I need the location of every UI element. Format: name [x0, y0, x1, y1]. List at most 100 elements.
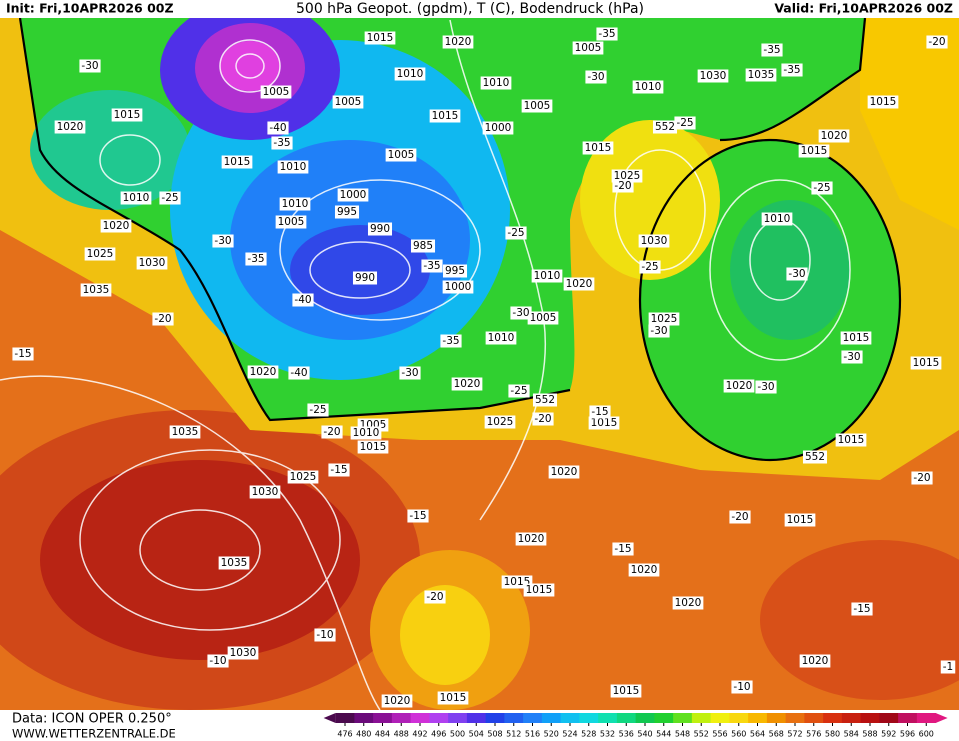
- colorbar-tick-label: 496: [431, 730, 446, 739]
- isobar-label-box: [437, 691, 469, 705]
- isobar-label-box: [249, 485, 281, 499]
- isobar-label: 1015: [787, 514, 814, 526]
- temperature-label-box: [786, 267, 808, 281]
- isobar-label-box: [350, 426, 382, 440]
- map-field: [0, 18, 959, 710]
- colorbar-tick-label: 572: [787, 730, 802, 739]
- colorbar-segment: [916, 713, 937, 723]
- isobar-label: 1010: [397, 68, 424, 80]
- temperature-label-box: [755, 380, 777, 394]
- temperature-label-box: [267, 121, 289, 135]
- colorbar-tick-label: 488: [394, 730, 409, 739]
- temperature-label: -25: [507, 227, 524, 239]
- colorbar-segment: [654, 713, 674, 723]
- temperature-label-box: [212, 234, 234, 248]
- isobar-label: 1015: [224, 156, 251, 168]
- colorbar-tick-label: 504: [469, 730, 484, 739]
- isobar-label-box: [367, 222, 393, 236]
- isobar-label-box: [279, 197, 311, 211]
- isobar-label: 1020: [250, 366, 277, 378]
- isobar-label-box: [867, 95, 899, 109]
- colorbar-arrow-left: [323, 713, 336, 723]
- colorbar-tick-label: 524: [562, 730, 577, 739]
- isobar-label: 1020: [445, 36, 472, 48]
- temperature-label: -20: [928, 36, 945, 48]
- colorbar-segment: [504, 713, 524, 723]
- temperature-label: -15: [409, 510, 426, 522]
- isobar-label: 1015: [440, 692, 467, 704]
- isobar-label: 1030: [139, 257, 166, 269]
- colorbar-segment: [448, 713, 468, 723]
- isobar-label-box: [761, 212, 793, 226]
- isobar-label: 1015: [432, 110, 459, 122]
- isobar-label-box: [260, 85, 292, 99]
- isobar-label-box: [798, 144, 830, 158]
- isobar-label-box: [394, 67, 426, 81]
- isobar-label-box: [648, 312, 680, 326]
- isobar-label: 1020: [821, 130, 848, 142]
- isobar-label: 1010: [282, 198, 309, 210]
- isobar-label-box: [277, 160, 309, 174]
- temperature-label-box: [612, 542, 634, 556]
- colorbar-segment: [579, 713, 599, 723]
- temperature-label-box: [307, 403, 329, 417]
- isobar-label-box: [818, 129, 850, 143]
- isohypse-label: 552: [655, 121, 675, 133]
- colorbar-tick-label: 596: [900, 730, 915, 739]
- colorbar-tick-label: 536: [619, 730, 634, 739]
- colorbar-tick-label: 588: [862, 730, 877, 739]
- temperature-label-box: [911, 471, 933, 485]
- temperature-label-box: [245, 252, 267, 266]
- isobar-label: 1015: [843, 332, 870, 344]
- temperature-label-box: [314, 628, 336, 642]
- isobar-label-box: [723, 379, 755, 393]
- isobar-label-box: [531, 269, 563, 283]
- colorbar-segment: [429, 713, 449, 723]
- temperature-label: -20: [154, 313, 171, 325]
- temperature-label-box: [761, 43, 783, 57]
- isobar-label-box: [784, 513, 816, 527]
- isobar-label: 1015: [360, 441, 387, 453]
- isobar-label-box: [221, 155, 253, 169]
- temperature-label-box: [781, 63, 803, 77]
- isobar-label-box: [247, 365, 279, 379]
- isobar-label-box: [218, 556, 250, 570]
- isobar-label-box: [275, 215, 307, 229]
- isobar-label: 985: [413, 240, 433, 252]
- temperature-label-box: [589, 405, 611, 419]
- temperature-label: -20: [614, 180, 631, 192]
- colorbar-segment: [485, 713, 505, 723]
- colorbar-segment: [710, 713, 730, 723]
- isobar-label: 1020: [384, 695, 411, 707]
- isobar-label-box: [485, 331, 517, 345]
- isobar-label: 1005: [530, 312, 557, 324]
- field-yellow-ne: [860, 18, 959, 230]
- temperature-label-box: [440, 334, 462, 348]
- temperature-label: -15: [330, 464, 347, 476]
- map-title: 500 hPa Geopot. (gpdm), T (C), Bodendruc…: [296, 1, 644, 17]
- temperature-label: -15: [591, 406, 608, 418]
- isobar-label: 1010: [483, 77, 510, 89]
- temperature-label: -35: [442, 335, 459, 347]
- isobar-label: 1020: [631, 564, 658, 576]
- isobar-label-box: [799, 654, 831, 668]
- isobar-label: 1025: [614, 170, 641, 182]
- temperature-label: -25: [641, 261, 658, 273]
- isobar-label: 1010: [123, 192, 150, 204]
- temperature-label-box: [596, 27, 618, 41]
- temperature-label-box: [940, 660, 956, 674]
- isobar-label: 1020: [518, 533, 545, 545]
- temperature-label: -30: [843, 351, 860, 363]
- temperature-label: -15: [853, 603, 870, 615]
- temperature-label: -30: [401, 367, 418, 379]
- isobar-label-box: [136, 256, 168, 270]
- temperature-label-box: [79, 59, 101, 73]
- isobar-label-box: [672, 596, 704, 610]
- temperature-label-box: [639, 260, 661, 274]
- temperature-label-box: [424, 590, 446, 604]
- isobar-label: 1025: [290, 471, 317, 483]
- temperature-label: -40: [290, 367, 307, 379]
- isobar-label: 1015: [870, 96, 897, 108]
- isobar-label-box: [582, 141, 614, 155]
